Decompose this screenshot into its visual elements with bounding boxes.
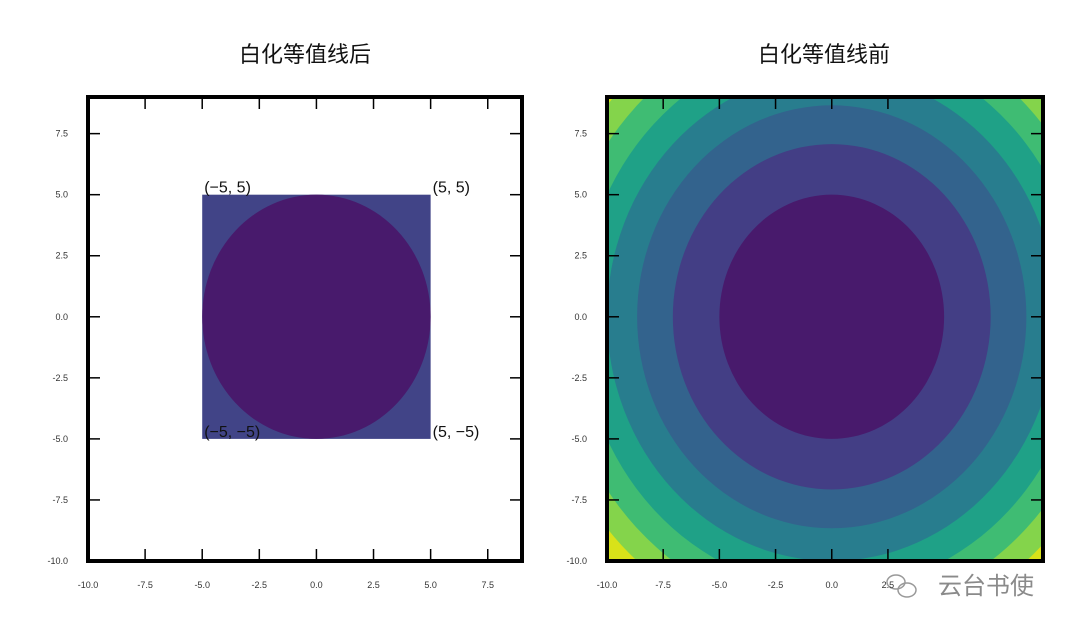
plot-area (607, 97, 1043, 561)
wechat-icon (886, 574, 917, 598)
x-tick-label: 2.5 (882, 580, 895, 590)
y-tick-label: 5.0 (574, 190, 587, 200)
watermark-text: 云台书使 (938, 572, 1034, 600)
plot-area (202, 194, 431, 439)
x-tick-label: 0.0 (825, 580, 838, 590)
y-tick-label: -2.5 (571, 373, 587, 383)
x-tick-label: 0.0 (310, 580, 323, 590)
y-tick-label: -5.0 (571, 434, 587, 444)
y-tick-label: 2.5 (574, 251, 587, 261)
watermark: 云台书使 (886, 572, 1034, 600)
y-tick-label: -10.0 (566, 556, 587, 566)
x-tick-label: -10.0 (597, 580, 618, 590)
y-tick-label: 0.0 (574, 312, 587, 322)
y-tick-label: 5.0 (55, 190, 68, 200)
y-tick-label: -10.0 (47, 556, 68, 566)
x-tick-label: -10.0 (78, 580, 99, 590)
annotation-label: (−5, −5) (204, 424, 260, 441)
x-tick-label: 7.5 (481, 580, 494, 590)
contour-band (719, 194, 945, 439)
y-tick-label: -5.0 (52, 434, 68, 444)
x-tick-label: -2.5 (252, 580, 268, 590)
chart-right: -10.0 -7.5 -5.0 -2.5 0.0 2.5 -10.0 -7.5 -5.0 -2.5… (566, 95, 1045, 590)
annotation-label: (5, 5) (433, 180, 470, 197)
annotation-label: (−5, 5) (204, 180, 251, 197)
y-tick-label: -7.5 (52, 495, 68, 505)
axes-frame (605, 95, 1045, 563)
y-tick-label: -7.5 (571, 495, 587, 505)
axes-frame (86, 95, 524, 563)
annotation-label: (5, −5) (433, 424, 480, 441)
y-tick-label: 7.5 (55, 129, 68, 139)
x-tick-label: -7.5 (137, 580, 153, 590)
chart-left: (−5, 5) (5, 5) (−5, −5) (5, −5) -10.0 -7.5 -5.… (47, 95, 524, 590)
x-tick-label: 5.0 (424, 580, 437, 590)
x-tick-label: -5.0 (712, 580, 728, 590)
contour-circle (202, 194, 431, 439)
right-chart-title: 白化等值线前 (758, 43, 890, 68)
left-chart-title: 白化等值线后 (239, 43, 371, 68)
x-tick-label: -5.0 (194, 580, 210, 590)
y-tick-label: 2.5 (55, 251, 68, 261)
x-tick-label: -2.5 (768, 580, 784, 590)
y-tick-label: 7.5 (574, 129, 587, 139)
x-tick-label: 2.5 (367, 580, 380, 590)
x-tick-label: -7.5 (655, 580, 671, 590)
y-tick-label: 0.0 (55, 312, 68, 322)
y-tick-label: -2.5 (52, 373, 68, 383)
